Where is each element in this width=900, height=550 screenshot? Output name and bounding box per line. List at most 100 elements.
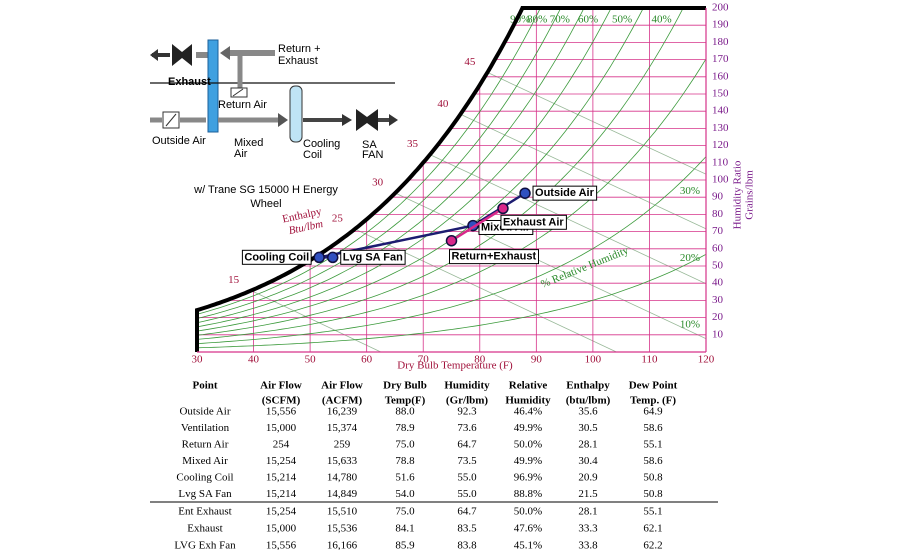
label: Coil bbox=[303, 149, 322, 161]
x-axis-title: Dry Bulb Temperature (F) bbox=[397, 360, 513, 372]
arrow-head bbox=[278, 113, 288, 127]
table-cell: 75.0 bbox=[395, 506, 415, 518]
y-tick-label: 60 bbox=[712, 242, 724, 254]
rh-label: 40% bbox=[652, 14, 672, 26]
table-cell: 62.1 bbox=[643, 523, 662, 535]
rh-curve bbox=[197, 253, 706, 349]
table-cell: 55.0 bbox=[457, 488, 477, 500]
row-label: Cooling Coil bbox=[176, 472, 233, 484]
table-cell: 254 bbox=[273, 439, 290, 451]
label-box bbox=[241, 249, 312, 265]
caption: w/ Trane SG 15000 H Energy bbox=[193, 184, 338, 196]
table-cell: 50.0% bbox=[514, 439, 542, 451]
table-cell: 15,254 bbox=[266, 506, 297, 518]
x-tick-label: 70 bbox=[418, 354, 430, 366]
state-point bbox=[313, 251, 325, 264]
column-header: (btu/lbm) bbox=[566, 395, 611, 407]
enthalpy-line bbox=[460, 113, 706, 352]
row-label: Exhaust bbox=[187, 523, 222, 535]
rh-curve bbox=[197, 8, 706, 328]
table-cell: 49.9% bbox=[514, 422, 542, 434]
table-cell: 96.9% bbox=[514, 472, 542, 484]
table-cell: 88.8% bbox=[514, 488, 542, 500]
label-box bbox=[340, 249, 406, 265]
table-cell: 21.5 bbox=[578, 488, 598, 500]
enthalpy-line bbox=[394, 192, 706, 352]
table-cell: 28.1 bbox=[578, 506, 597, 518]
row-label: Lvg SA Fan bbox=[178, 488, 232, 500]
energy-wheel bbox=[207, 39, 219, 133]
arrow-head bbox=[389, 114, 398, 126]
column-header: Enthalpy bbox=[566, 380, 610, 392]
table-cell: 15,000 bbox=[266, 523, 297, 535]
row-label: Outside Air bbox=[179, 406, 230, 418]
label: Outside Air bbox=[152, 135, 206, 147]
state-point bbox=[497, 202, 509, 215]
x-tick-label: 80 bbox=[474, 354, 486, 366]
y-tick-label: 100 bbox=[712, 174, 729, 186]
table-cell: 15,556 bbox=[266, 540, 297, 550]
column-header: (ACFM) bbox=[322, 395, 363, 407]
state-point bbox=[519, 187, 531, 199]
table-cell: 30.5 bbox=[578, 422, 598, 434]
enthalpy-label: 35 bbox=[407, 138, 419, 150]
rh-curve bbox=[197, 8, 706, 319]
table-cell: 16,166 bbox=[327, 540, 358, 550]
row-label: Mixed Air bbox=[182, 455, 228, 467]
table-cell: 62.2 bbox=[643, 540, 662, 550]
column-header: Humidity bbox=[444, 380, 490, 392]
damper-blade bbox=[232, 88, 244, 97]
label-box bbox=[532, 185, 598, 201]
y-tick-label: 170 bbox=[712, 53, 729, 65]
x-tick-label: 30 bbox=[192, 354, 204, 366]
y-tick-label: 190 bbox=[712, 19, 729, 31]
label: Mixed bbox=[234, 137, 263, 149]
arrow-head bbox=[220, 46, 230, 60]
column-header: Dry Bulb bbox=[383, 380, 427, 392]
x-tick-label: 40 bbox=[248, 354, 260, 366]
column-header: Temp. (F) bbox=[630, 395, 676, 407]
enthalpy-label: 40 bbox=[437, 98, 449, 110]
column-header: Air Flow bbox=[260, 380, 302, 392]
rh-label: 50% bbox=[612, 14, 632, 26]
x-tick-label: 60 bbox=[361, 354, 373, 366]
enthalpy-label: 15 bbox=[228, 274, 240, 286]
table-cell: 30.4 bbox=[578, 455, 598, 467]
sa-fan bbox=[356, 109, 378, 131]
point-label: Outside Air bbox=[535, 187, 595, 199]
x-tick-label: 120 bbox=[698, 354, 715, 366]
table-cell: 28.1 bbox=[578, 439, 597, 451]
table-cell: 73.6 bbox=[457, 422, 477, 434]
table-cell: 64.9 bbox=[643, 406, 663, 418]
rh-curve bbox=[197, 8, 706, 324]
y-tick-label: 30 bbox=[712, 294, 724, 306]
point-label: Lvg SA Fan bbox=[343, 251, 403, 263]
y-axis-title: Grains/lbm bbox=[744, 170, 756, 220]
table-cell: 55.0 bbox=[457, 472, 477, 484]
y-tick-label: 130 bbox=[712, 122, 729, 134]
label-box bbox=[449, 249, 539, 265]
rh-label: 10% bbox=[680, 319, 700, 331]
table-cell: 83.5 bbox=[457, 523, 477, 535]
table: Point Air Flow (SCFM) Air Flow (ACFM) Dry Bul… bbox=[150, 380, 718, 550]
table-cell: 85.9 bbox=[395, 540, 415, 550]
table-cell: 45.1% bbox=[514, 540, 542, 550]
damper-blade bbox=[165, 113, 177, 127]
y-tick-label: 160 bbox=[712, 70, 729, 82]
table-cell: 15,000 bbox=[266, 422, 297, 434]
table-cell: 35.6 bbox=[578, 406, 598, 418]
table-cell: 58.6 bbox=[643, 422, 663, 434]
enthalpy-line bbox=[487, 72, 706, 352]
column-header: Air Flow bbox=[321, 380, 363, 392]
label-box bbox=[500, 214, 567, 230]
table-cell: 33.3 bbox=[578, 523, 598, 535]
table-cell: 73.5 bbox=[457, 455, 477, 467]
table-cell: 50.8 bbox=[643, 472, 663, 484]
label: FAN bbox=[362, 149, 383, 161]
rh-curve bbox=[197, 156, 706, 344]
exhaust-fan bbox=[172, 44, 192, 66]
table-cell: 15,556 bbox=[266, 406, 297, 418]
table-cell: 15,510 bbox=[327, 506, 358, 518]
column-header: Humidity bbox=[505, 395, 551, 407]
